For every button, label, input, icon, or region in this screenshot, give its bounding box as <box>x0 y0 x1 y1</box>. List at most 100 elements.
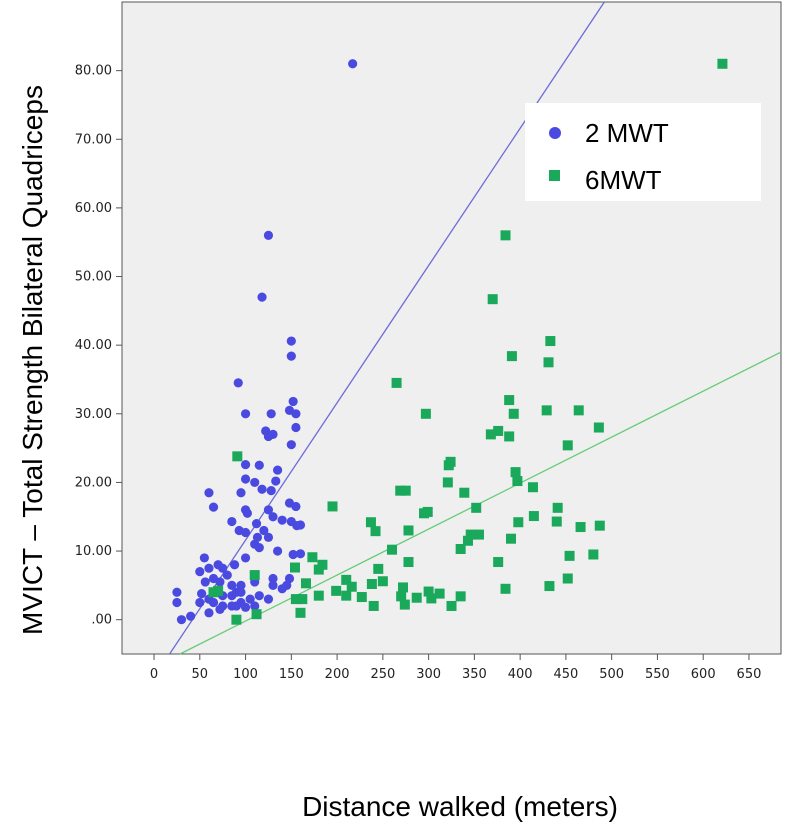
x-tick-label: 550 <box>645 667 670 682</box>
data-point-6mwt <box>527 482 538 493</box>
x-tick-label: 450 <box>553 667 578 682</box>
data-point-2mwt <box>277 515 287 525</box>
data-point-2mwt <box>259 525 269 536</box>
data-point-6mwt <box>297 594 308 605</box>
data-point-6mwt <box>251 609 262 620</box>
x-tick-label: 100 <box>233 667 258 682</box>
data-point-2mwt <box>268 573 278 584</box>
data-point-6mwt <box>544 581 555 592</box>
data-point-6mwt <box>208 587 219 598</box>
data-point-2mwt <box>172 597 182 608</box>
data-point-6mwt <box>465 529 476 540</box>
data-point-2mwt <box>176 615 187 625</box>
data-point-6mwt <box>368 600 379 611</box>
data-point-6mwt <box>341 590 352 601</box>
data-point-6mwt <box>423 586 434 597</box>
data-point-6mwt <box>462 535 473 546</box>
data-point-2mwt <box>268 512 278 522</box>
data-point-6mwt <box>500 583 511 594</box>
data-point-2mwt <box>284 573 295 584</box>
y-tick-label: 50.00 <box>75 270 112 285</box>
x-tick-label: 300 <box>416 667 441 682</box>
data-point-2mwt <box>292 521 302 531</box>
data-point-2mwt <box>215 604 225 614</box>
data-point-6mwt <box>403 557 414 568</box>
data-point-2mwt <box>272 465 283 475</box>
data-point-2mwt <box>286 336 296 346</box>
data-point-6mwt <box>593 422 604 433</box>
data-point-2mwt <box>272 546 283 556</box>
data-point-2mwt <box>251 519 262 529</box>
data-point-6mwt <box>422 506 433 517</box>
data-point-2mwt <box>245 594 255 604</box>
data-point-2mwt <box>291 501 301 512</box>
data-point-6mwt <box>493 557 504 568</box>
data-point-2mwt <box>250 601 260 611</box>
data-point-6mwt <box>505 533 516 544</box>
data-point-2mwt <box>266 486 276 496</box>
data-point-6mwt <box>396 591 407 602</box>
data-point-6mwt <box>528 511 539 522</box>
data-point-2mwt <box>208 502 219 512</box>
data-point-6mwt <box>446 600 457 611</box>
y-tick-label: 20.00 <box>75 475 112 490</box>
data-point-2mwt <box>197 589 207 599</box>
data-point-2mwt <box>242 508 252 518</box>
data-point-6mwt <box>471 502 482 513</box>
y-tick-label: 10.00 <box>75 544 112 559</box>
data-point-2mwt <box>236 580 246 590</box>
data-point-2mwt <box>263 594 274 604</box>
data-point-6mwt <box>395 485 406 496</box>
data-point-6mwt <box>594 520 605 531</box>
data-point-2mwt <box>263 230 274 240</box>
data-point-2mwt <box>195 597 205 608</box>
data-point-2mwt <box>263 505 274 515</box>
x-tick-label: 50 <box>192 667 209 682</box>
data-point-2mwt <box>268 429 278 439</box>
data-point-2mwt <box>271 476 281 486</box>
y-tick-label: 30.00 <box>75 407 112 422</box>
data-point-6mwt <box>403 525 414 536</box>
data-point-2mwt <box>286 351 296 361</box>
data-point-6mwt <box>500 230 511 241</box>
data-point-2mwt <box>240 527 251 538</box>
data-point-6mwt <box>564 550 575 561</box>
data-point-2mwt <box>236 488 246 498</box>
data-point-2mwt <box>227 580 237 590</box>
data-point-6mwt <box>459 487 470 498</box>
data-point-6mwt <box>575 522 586 533</box>
data-point-6mwt <box>232 451 243 462</box>
x-tick-label: 650 <box>737 667 762 682</box>
x-tick-label: 500 <box>599 667 624 682</box>
data-point-6mwt <box>295 607 306 618</box>
data-point-2mwt <box>266 409 276 419</box>
data-point-6mwt <box>231 614 242 625</box>
data-point-6mwt <box>545 336 556 347</box>
data-point-6mwt <box>541 405 552 416</box>
data-point-2mwt <box>233 378 243 388</box>
data-point-6mwt <box>493 425 504 436</box>
data-point-2mwt <box>215 577 225 587</box>
data-point-2mwt <box>291 409 301 419</box>
y-tick-label: .00 <box>91 613 112 628</box>
x-axis-title: Distance walked (meters) <box>302 791 618 822</box>
y-axis-title: MVICT – Total Strength Bilateral Quadric… <box>17 85 48 635</box>
data-point-2mwt <box>277 584 287 594</box>
data-point-2mwt <box>195 567 205 577</box>
data-point-6mwt <box>434 588 445 599</box>
data-point-6mwt <box>443 460 454 471</box>
data-point-6mwt <box>373 563 384 574</box>
data-point-6mwt <box>442 477 453 488</box>
data-point-6mwt <box>506 351 517 362</box>
data-point-2mwt <box>200 577 210 587</box>
data-point-6mwt <box>411 592 422 603</box>
data-point-2mwt <box>240 553 251 563</box>
data-point-2mwt <box>240 474 251 484</box>
data-point-6mwt <box>307 552 318 563</box>
data-point-6mwt <box>300 578 311 589</box>
data-point-2mwt <box>222 570 232 580</box>
data-point-2mwt <box>257 484 267 494</box>
data-point-2mwt <box>204 563 214 573</box>
data-point-2mwt <box>291 422 301 433</box>
legend-box <box>525 103 761 201</box>
